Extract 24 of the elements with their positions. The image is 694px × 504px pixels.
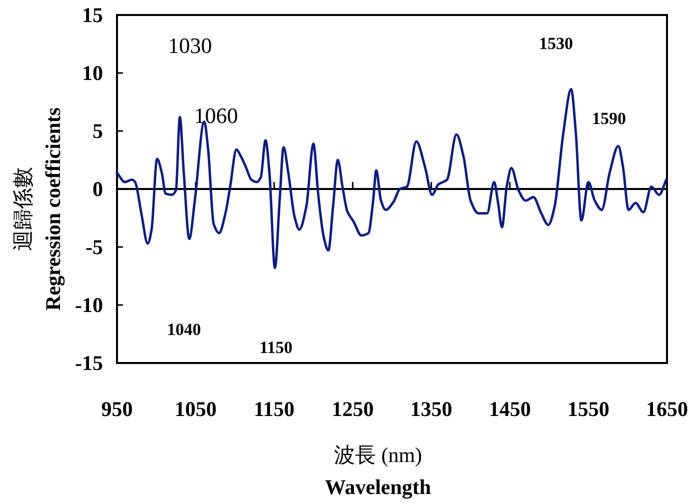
x-tick-label: 1650 — [646, 397, 688, 421]
y-axis-title: 迴歸係數 Regression coefficients — [11, 107, 65, 311]
x-tick-label: 1250 — [332, 397, 374, 421]
annotation: 1060 — [194, 103, 238, 128]
annotation: 1150 — [259, 338, 293, 357]
x-tick-label: 1350 — [410, 397, 452, 421]
y-tick-label: -5 — [86, 235, 103, 259]
y-tick-label: -10 — [75, 293, 103, 317]
x-tick-label: 1450 — [488, 397, 531, 421]
y-tick-label: 10 — [82, 61, 103, 85]
x-tick-label: 1050 — [174, 397, 217, 421]
annotation: 1030 — [168, 33, 212, 58]
x-tick-label: 1550 — [567, 397, 610, 421]
x-tick-label: 950 — [101, 397, 133, 421]
y-tick-label: 15 — [82, 3, 103, 27]
annotation: 1040 — [167, 320, 201, 339]
annotation: 1530 — [539, 34, 573, 53]
y-tick-label: -15 — [75, 351, 103, 375]
x-tick-label: 1150 — [254, 397, 295, 421]
line-series — [116, 88, 668, 270]
x-axis-title: 波長 (nm) Wavelength — [324, 443, 432, 499]
y-tick-label: 0 — [92, 177, 103, 201]
annotation: 1590 — [592, 109, 626, 128]
y-tick-label: 5 — [92, 119, 103, 143]
